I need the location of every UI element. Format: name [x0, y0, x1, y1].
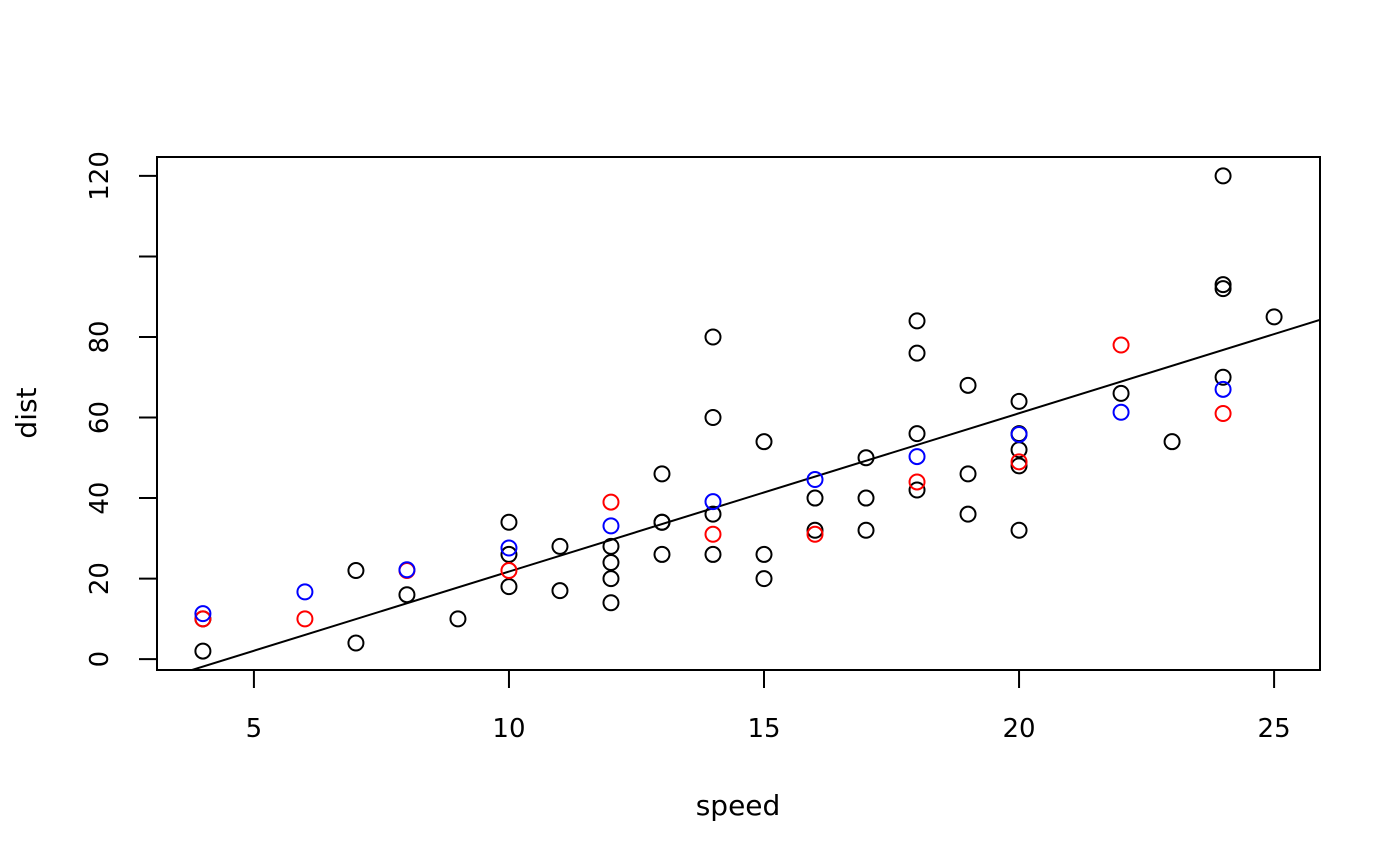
- data-point: [908, 448, 926, 466]
- data-point: [602, 517, 620, 535]
- data-point: [551, 582, 569, 600]
- data-point: [347, 634, 365, 652]
- data-point: [653, 513, 671, 531]
- data-point: [857, 449, 875, 467]
- data-point: [1112, 336, 1130, 354]
- y-tick-label: 60: [85, 401, 115, 434]
- data-point: [1010, 425, 1028, 443]
- data-point: [1214, 276, 1232, 294]
- data-point: [806, 489, 824, 507]
- x-tick-label: 15: [747, 714, 780, 744]
- data-point: [602, 594, 620, 612]
- data-point: [1214, 405, 1232, 422]
- data-point: [959, 465, 977, 483]
- data-point: [806, 525, 824, 543]
- data-point: [806, 521, 824, 539]
- data-point: [1010, 392, 1028, 410]
- data-point: [704, 328, 722, 346]
- data-point: [755, 433, 773, 451]
- y-tick-label: 0: [85, 651, 115, 668]
- data-point: [857, 521, 875, 539]
- data-point: [1214, 167, 1232, 185]
- data-point: [194, 642, 212, 660]
- data-point: [959, 376, 977, 394]
- data-point: [1214, 368, 1232, 386]
- data-point: [500, 513, 518, 531]
- data-point: [602, 570, 620, 588]
- plot-frame: [156, 156, 1321, 671]
- data-point: [194, 605, 212, 623]
- data-point: [194, 610, 212, 628]
- data-point: [551, 537, 569, 555]
- x-tick-label: 10: [492, 714, 525, 744]
- data-point: [398, 561, 416, 579]
- data-point: [500, 545, 518, 563]
- regression-line-group: [188, 318, 1320, 670]
- y-tick-label: 40: [85, 482, 115, 515]
- data-point: [704, 493, 722, 511]
- data-point: [653, 465, 671, 483]
- data-point: [857, 489, 875, 507]
- data-point: [1214, 380, 1232, 398]
- y-axis-label: dist: [10, 387, 43, 438]
- data-point: [908, 481, 926, 499]
- data-point: [755, 570, 773, 588]
- x-tick-label: 20: [1003, 714, 1036, 744]
- x-tick-label: 25: [1258, 714, 1291, 744]
- data-point: [806, 471, 824, 489]
- data-point: [602, 553, 620, 571]
- data-point: [908, 312, 926, 330]
- data-point: [704, 409, 722, 427]
- data-point: [1214, 280, 1232, 298]
- data-point: [1010, 457, 1028, 475]
- data-point: [653, 545, 671, 563]
- data-point: [704, 525, 722, 543]
- data-point: [908, 425, 926, 443]
- y-tick-label: 120: [85, 151, 115, 201]
- data-point: [1163, 433, 1181, 451]
- data-point: [1112, 403, 1130, 421]
- data-point: [704, 505, 722, 523]
- data-point: [296, 610, 314, 628]
- data-point: [500, 562, 518, 580]
- data-point: [755, 545, 773, 563]
- data-point: [602, 537, 620, 555]
- data-point: [1112, 384, 1130, 402]
- regression-line: [188, 318, 1320, 670]
- x-tick-label: 5: [246, 714, 263, 744]
- data-points: [194, 167, 1283, 660]
- data-point: [908, 473, 926, 491]
- y-tick-label: 20: [85, 562, 115, 595]
- data-point: [347, 562, 365, 580]
- data-point: [296, 583, 314, 601]
- data-point: [1265, 308, 1283, 326]
- data-point: [500, 539, 518, 557]
- data-point: [959, 505, 977, 523]
- y-tick-label: 80: [85, 320, 115, 353]
- data-point: [449, 610, 467, 628]
- data-point: [602, 493, 620, 511]
- series-3: [194, 380, 1232, 623]
- x-axis-label: speed: [696, 789, 781, 822]
- data-point: [500, 578, 518, 596]
- data-point: [398, 586, 416, 604]
- data-point: [1010, 521, 1028, 539]
- data-point: [704, 545, 722, 563]
- data-point: [1010, 453, 1028, 471]
- data-point: [908, 344, 926, 362]
